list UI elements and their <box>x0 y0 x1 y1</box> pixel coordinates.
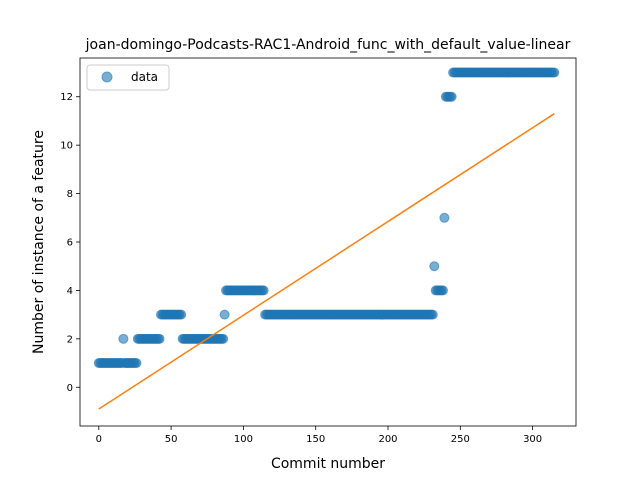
y-axis-label: Number of instance of a feature <box>31 130 47 354</box>
y-tick-label: 8 <box>67 189 73 200</box>
data-point <box>218 333 229 344</box>
data-point <box>176 309 187 320</box>
x-tick-label: 50 <box>165 434 178 445</box>
legend-box <box>86 64 170 91</box>
data-point <box>439 212 450 223</box>
data-point <box>154 333 165 344</box>
trend-line-layer <box>98 113 555 410</box>
data-point <box>429 261 440 272</box>
data-point <box>219 309 230 320</box>
data-point <box>131 358 142 369</box>
y-tick-label: 12 <box>60 92 73 103</box>
y-axis-ticks: 0 2 4 6 8 10 12 <box>60 92 80 394</box>
data-point <box>437 285 448 296</box>
x-axis-ticks: 0 50 100 150 200 250 300 <box>96 426 542 445</box>
y-tick-label: 0 <box>67 383 73 394</box>
data-point <box>258 285 269 296</box>
legend-marker-data <box>101 71 113 83</box>
data-point <box>549 67 560 78</box>
x-tick-label: 100 <box>234 434 253 445</box>
x-tick-label: 250 <box>451 434 470 445</box>
plot-area <box>80 58 576 426</box>
x-tick-label: 0 <box>96 434 102 445</box>
legend-label-data: data <box>131 70 158 84</box>
data-point <box>446 91 457 102</box>
chart-title: joan-domingo-Podcasts-RAC1-Android_func_… <box>85 37 571 53</box>
y-tick-label: 10 <box>60 141 73 152</box>
trend-line <box>98 113 555 410</box>
y-tick-label: 6 <box>67 238 73 249</box>
y-tick-label: 4 <box>67 286 73 297</box>
data-point <box>118 333 129 344</box>
x-tick-label: 200 <box>378 434 397 445</box>
data-point <box>427 309 438 320</box>
legend: data <box>86 64 170 91</box>
x-tick-label: 300 <box>523 434 542 445</box>
y-tick-label: 2 <box>67 334 73 345</box>
x-axis-label: Commit number <box>271 456 385 472</box>
data-points <box>93 67 560 369</box>
x-tick-label: 150 <box>306 434 325 445</box>
